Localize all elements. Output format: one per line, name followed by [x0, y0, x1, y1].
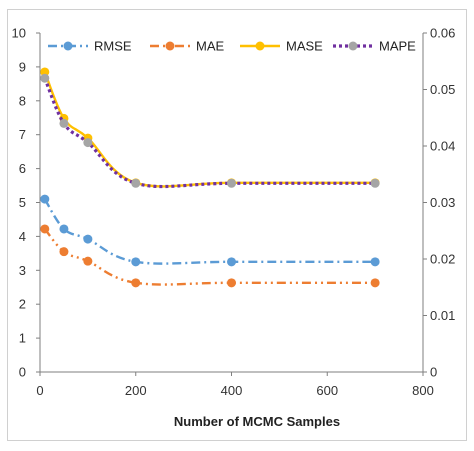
y2-tick-label: 0.04 [430, 139, 455, 154]
y2-tick-label: 0.06 [430, 26, 455, 41]
data-point-mape [227, 178, 236, 188]
y-tick-label: 8 [19, 93, 26, 108]
y-tick-label: 10 [12, 26, 26, 41]
y-tick-label: 9 [19, 59, 26, 74]
data-point-mape [59, 118, 69, 128]
axes: 0 1 2 3 4 5 6 7 8 9 10 0 0.01 0.02 0.03 0.04 0.05 0.06 0 20… [12, 26, 456, 399]
y-tick-label: 3 [19, 263, 26, 278]
legend: RMSE MAE MASE MAPE [48, 39, 416, 54]
data-point-mae [227, 278, 236, 288]
legend-swatch-marker [255, 41, 265, 51]
data-point-mape [83, 138, 93, 148]
x-tick-label: 0 [36, 383, 43, 398]
data-point-rmse [83, 234, 93, 244]
y-tick-label: 0 [19, 365, 26, 380]
y2-tick-label: 0.05 [430, 82, 455, 97]
legend-item-mae: MAE [150, 39, 225, 54]
data-point-rmse [59, 224, 69, 234]
y-tick-label: 7 [19, 127, 26, 142]
legend-swatch-marker [165, 41, 175, 51]
x-tick-label: 200 [125, 383, 147, 398]
legend-swatch-marker [63, 41, 73, 51]
series-mape [40, 73, 380, 189]
x-tick-label: 800 [412, 383, 434, 398]
y-tick-label: 4 [19, 229, 26, 244]
y-tick-label: 1 [19, 331, 26, 346]
legend-item-mase: MASE [240, 39, 323, 54]
y2-tick-label: 0.02 [430, 252, 455, 267]
y2-tick-label: 0.01 [430, 308, 455, 323]
y-tick-label: 6 [19, 161, 26, 176]
legend-label: MAPE [379, 39, 416, 54]
data-point-rmse [370, 257, 380, 267]
data-point-mape [131, 178, 141, 188]
y-tick-label: 5 [19, 195, 26, 210]
x-tick-label: 400 [221, 383, 243, 398]
data-point-mae [131, 278, 141, 288]
legend-label: RMSE [94, 39, 132, 54]
data-point-rmse [227, 257, 236, 267]
x-axis-title: Number of MCMC Samples [174, 414, 340, 429]
data-point-mape [370, 178, 380, 188]
data-point-mae [370, 278, 380, 288]
legend-item-mape: MAPE [333, 39, 416, 54]
legend-label: MAE [196, 39, 225, 54]
data-point-mae [59, 247, 69, 257]
data-point-mae [83, 256, 93, 266]
data-point-rmse [131, 257, 141, 267]
series-layer [40, 67, 380, 288]
data-point-rmse [40, 194, 50, 204]
chart-frame [7, 9, 467, 441]
legend-swatch-marker [348, 41, 358, 51]
y-tick-label: 2 [19, 297, 26, 312]
y2-tick-label: 0 [430, 365, 437, 380]
data-point-mae [40, 224, 50, 234]
x-tick-label: 600 [316, 383, 338, 398]
data-point-mape [40, 73, 50, 83]
legend-item-rmse: RMSE [48, 39, 132, 54]
series-rmse [40, 194, 380, 267]
series-mae [40, 224, 380, 288]
y2-tick-label: 0.03 [430, 195, 455, 210]
legend-label: MASE [286, 39, 323, 54]
data-point-mase [40, 67, 50, 77]
